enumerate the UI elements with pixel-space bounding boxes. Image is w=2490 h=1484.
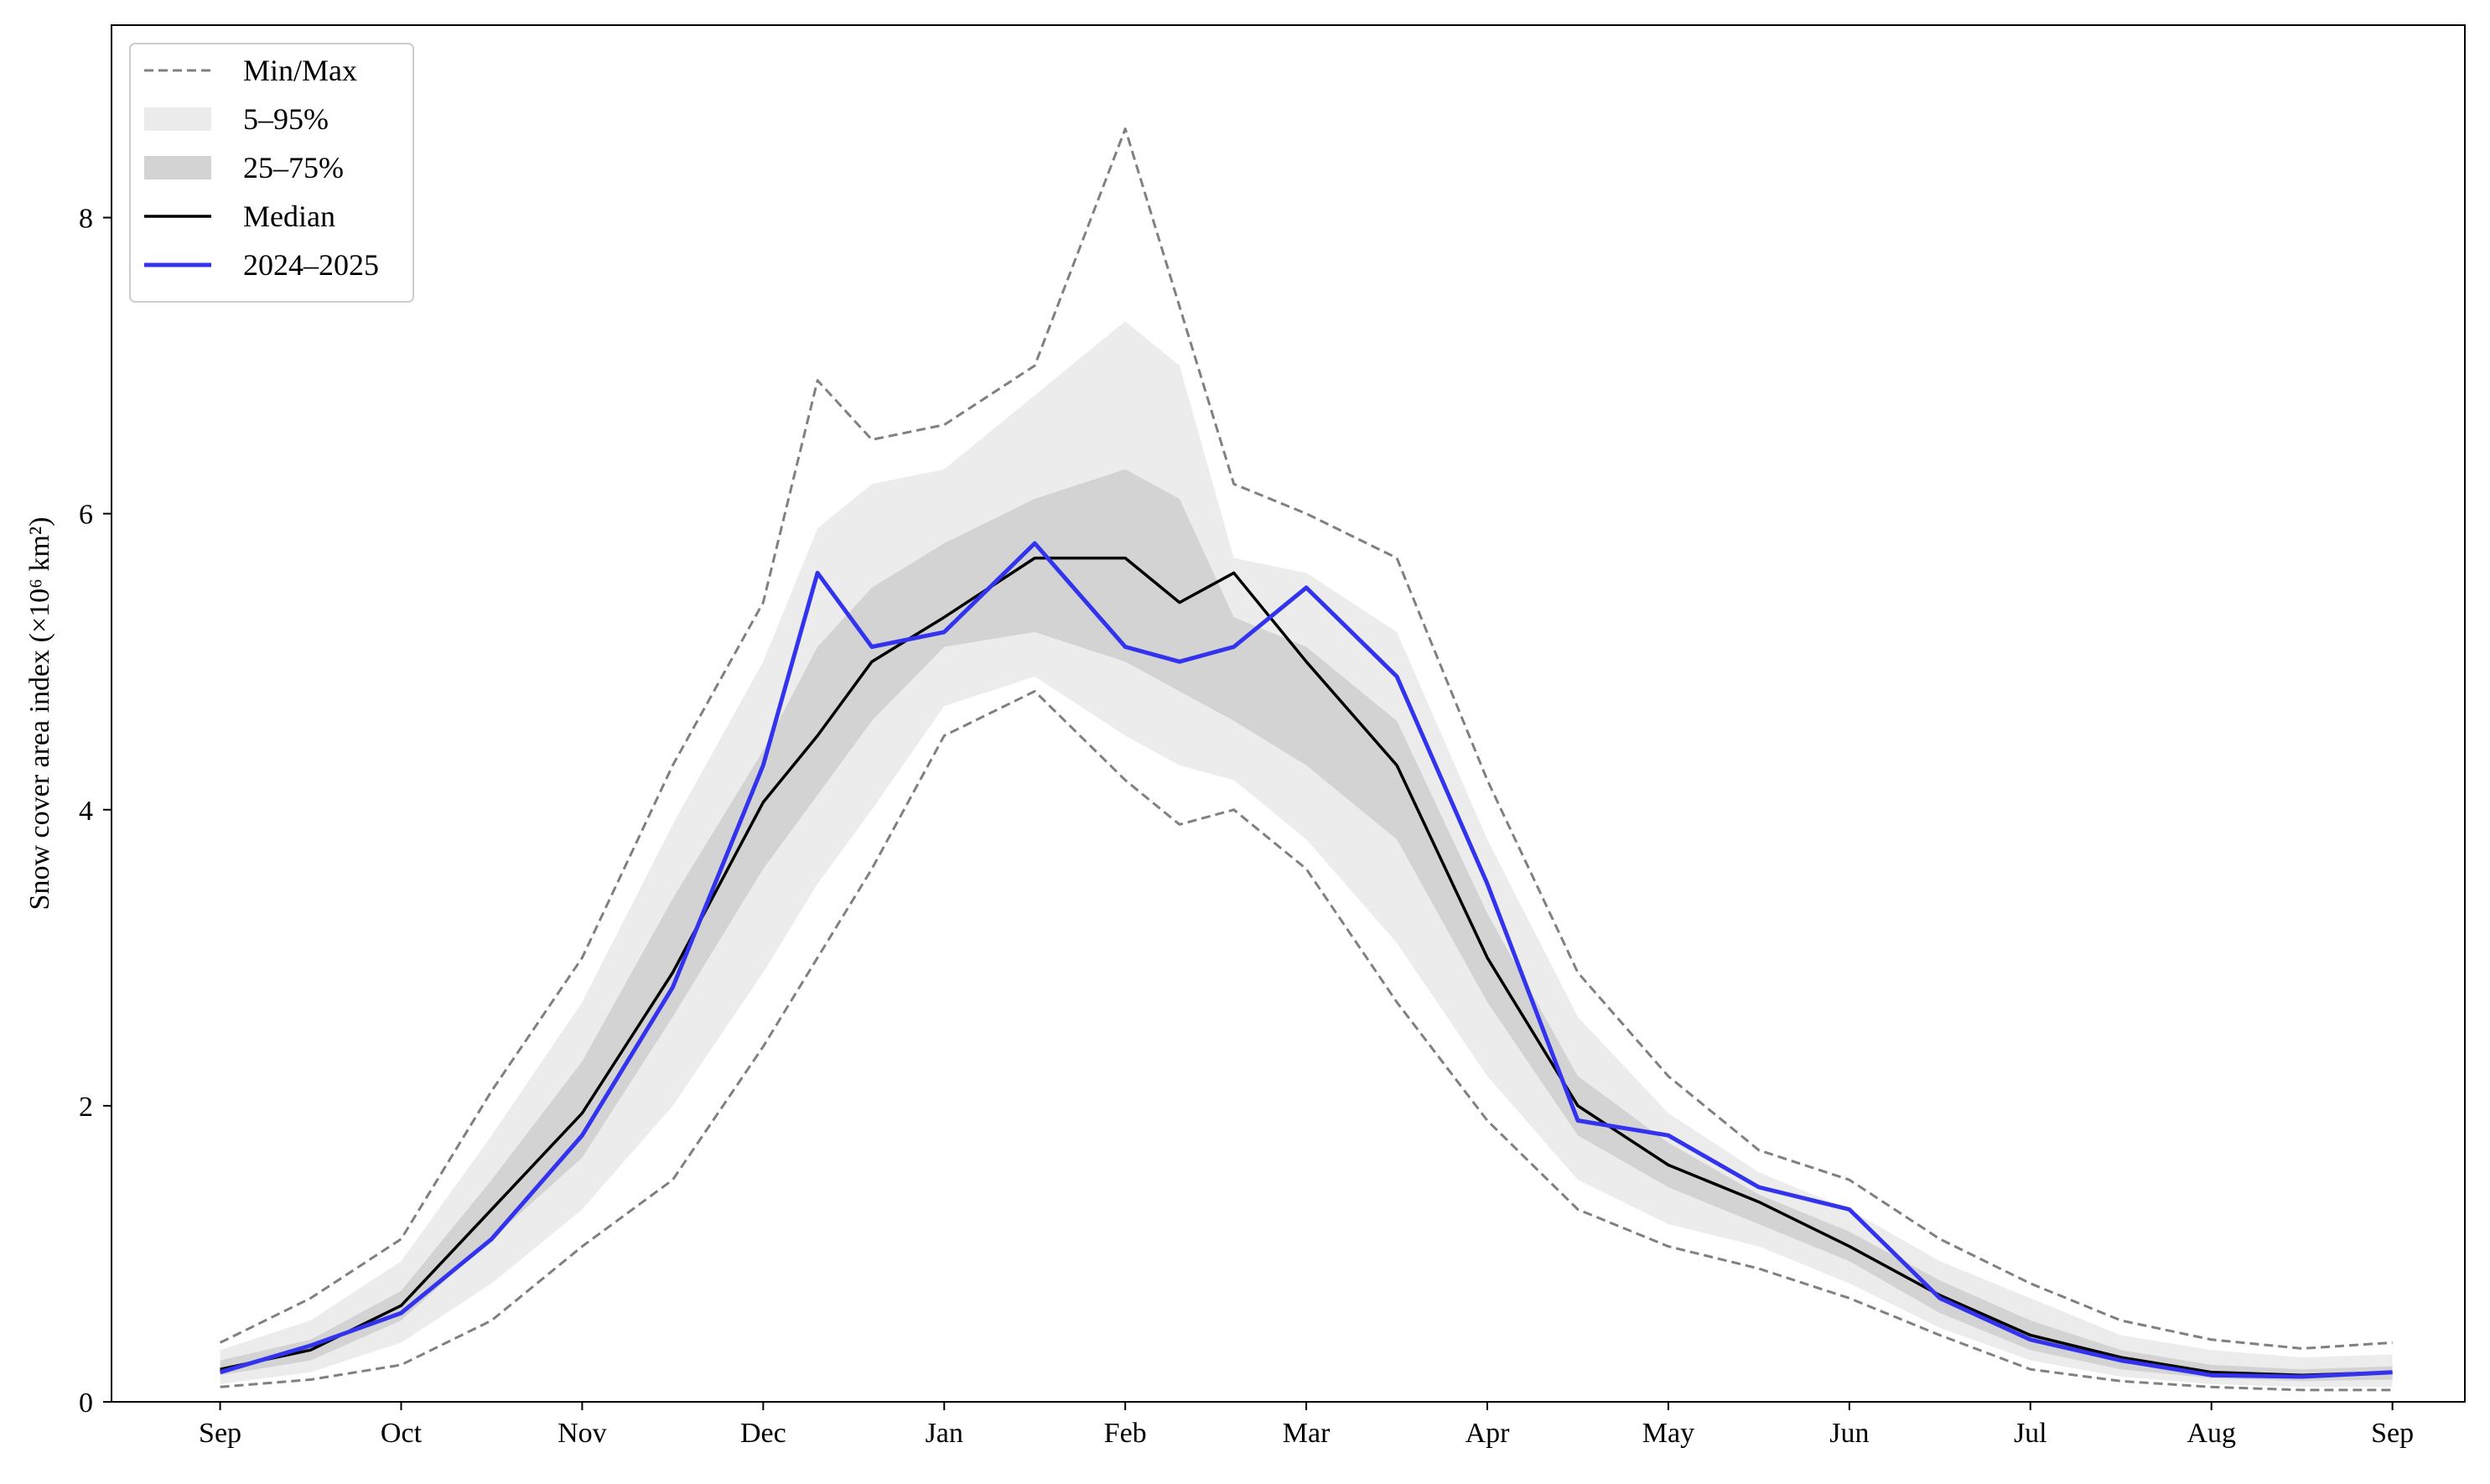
legend: Min/Max 5–95% 25–75% Median 2024–2025	[129, 43, 414, 303]
legend-label: 25–75%	[243, 151, 344, 184]
min-line	[220, 690, 2393, 1392]
x-axis: Sep Oct Nov Dec Jan Feb Mar Apr May Jun Jul Aug Sep	[199, 1402, 2414, 1449]
band-25-75	[220, 469, 2393, 1382]
x-tick-label: Jul	[2014, 1418, 2047, 1449]
legend-label: Min/Max	[243, 54, 357, 87]
x-tick-label: May	[1642, 1418, 1694, 1449]
legend-label: Median	[243, 200, 335, 233]
y-tick-label: 8	[79, 204, 93, 235]
x-tick-label: Dec	[740, 1418, 786, 1449]
x-tick-label: Jun	[1829, 1418, 1869, 1449]
y-axis-label: Snow cover area index (×10⁶ km²)	[24, 517, 55, 911]
y-tick-label: 4	[79, 796, 93, 827]
x-tick-label: Aug	[2187, 1418, 2236, 1449]
x-tick-label: Apr	[1465, 1418, 1511, 1449]
x-tick-label: Mar	[1283, 1418, 1331, 1449]
x-tick-label: Oct	[381, 1418, 423, 1449]
y-tick-label: 2	[79, 1092, 93, 1123]
x-tick-label: Sep	[199, 1418, 241, 1449]
x-tick-label: Feb	[1104, 1418, 1147, 1449]
series-lines	[219, 127, 2393, 1392]
max-line	[219, 127, 2393, 1350]
y-tick-label: 6	[79, 500, 93, 531]
y-tick-label: 0	[79, 1388, 93, 1419]
plot-frame	[111, 24, 2466, 1403]
x-tick-label: Sep	[2371, 1418, 2414, 1449]
legend-swatch	[144, 156, 211, 179]
x-tick-label: Jan	[926, 1418, 963, 1449]
legend-swatch	[144, 107, 211, 131]
current-season-line	[219, 541, 2393, 1379]
legend-label: 5–95%	[243, 102, 329, 136]
x-tick-label: Nov	[558, 1418, 607, 1449]
percentile-bands	[220, 321, 2393, 1388]
y-axis: 0 2 4 6 8	[79, 204, 112, 1419]
legend-label: 2024–2025	[243, 248, 379, 282]
median-line	[220, 556, 2393, 1377]
